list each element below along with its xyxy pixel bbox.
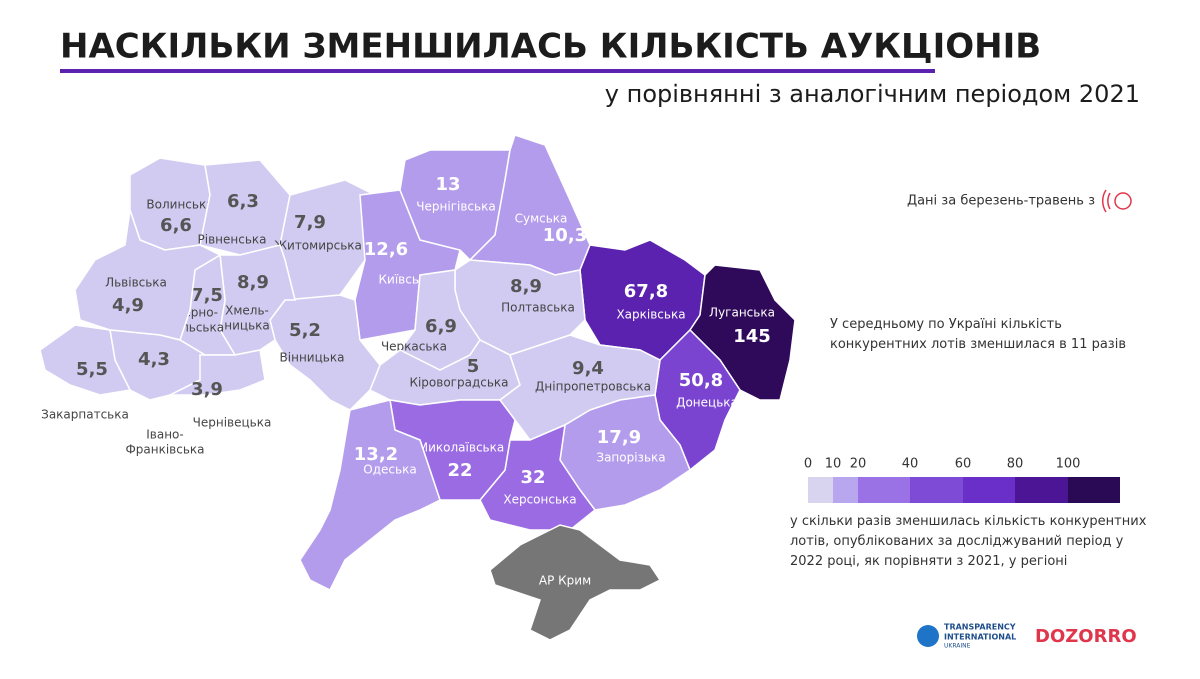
region-name: Сумська xyxy=(515,212,568,226)
title: НАСКІЛЬКИ ЗМЕНШИЛАСЬ КІЛЬКІСТЬ АУКЦІОНІВ xyxy=(60,27,1041,67)
region-value: 4,9 xyxy=(112,295,144,316)
region-value: 3,9 xyxy=(191,379,223,400)
region-name: Харківська xyxy=(616,308,685,322)
note: Дані за березень-травень з xyxy=(907,194,1095,209)
region-value: 13,2 xyxy=(354,444,398,465)
region-value: 7,9 xyxy=(294,212,326,233)
legend-swatch xyxy=(808,477,833,503)
summary: У середньому по Україні кількість конкур… xyxy=(830,317,1126,352)
region-name: Миколаївська xyxy=(418,441,504,455)
ti-logo: TRANSPARENCY INTERNATIONAL UKRAINE xyxy=(917,623,1016,650)
dozorro-logo: DOZORRO xyxy=(1035,626,1137,647)
region-name: Луганська xyxy=(709,306,775,320)
legend-tick: 20 xyxy=(850,457,867,472)
region xyxy=(39,324,132,396)
region-value: 8,9 xyxy=(510,276,542,297)
legend-tick: 60 xyxy=(955,457,972,472)
logo-text: UKRAINE xyxy=(944,643,971,650)
region-name: Чернівецька xyxy=(193,416,272,430)
region-value: 32 xyxy=(520,467,545,488)
region-name: Рівненська xyxy=(198,233,267,247)
region-name: Херсонська xyxy=(503,493,576,507)
crimea xyxy=(489,524,662,641)
logo-text: INTERNATIONAL xyxy=(944,633,1016,642)
region-name: Дніпропетровська xyxy=(535,380,651,394)
legend-tick: 80 xyxy=(1007,457,1024,472)
summary-box: У середньому по Україні кількість конкур… xyxy=(830,317,1126,352)
region-value: 8,9 xyxy=(237,272,269,293)
region-name: Запорізька xyxy=(596,451,665,465)
region-name: ницька xyxy=(224,319,270,333)
legend-swatch xyxy=(963,477,1015,503)
region-name: Житомирська xyxy=(274,239,362,253)
region-value: 67,8 xyxy=(624,281,668,302)
region-name: Франківська xyxy=(125,443,204,457)
region-value: 10,3 xyxy=(543,225,587,246)
region-value: 50,8 xyxy=(679,370,723,391)
region-value: 12,6 xyxy=(364,239,408,260)
region-value: 13 xyxy=(435,174,460,195)
region-value: 5,2 xyxy=(289,320,321,341)
legend-swatch xyxy=(833,477,858,503)
legend: 0 10 20 40 60 80 100 xyxy=(804,457,1120,503)
region-value: 22 xyxy=(447,460,472,481)
region-value: 4,3 xyxy=(138,349,170,370)
legend-swatch xyxy=(858,477,910,503)
region-name: Закарпатська xyxy=(41,408,129,422)
legend-swatch xyxy=(1015,477,1068,503)
legend-description-box: у скільки разів зменшилась кількість кон… xyxy=(790,514,1147,569)
crimea-name: АР Крим xyxy=(539,574,591,588)
region-value: 9,4 xyxy=(572,358,604,379)
legend-tick: 40 xyxy=(902,457,919,472)
subtitle: у порівнянні з аналогічним періодом 2021 xyxy=(605,80,1140,108)
map: Волинська 6,6 Рівненська 6,3 Житомирська 7,9 К… xyxy=(39,134,796,641)
region-name: Волинська xyxy=(146,198,213,212)
region-value: 7,5 xyxy=(191,285,223,306)
region-name: Полтавська xyxy=(501,301,575,315)
region-value: 145 xyxy=(733,326,771,347)
region-name: Вінницька xyxy=(280,351,345,365)
region-name: Івано- xyxy=(146,428,183,442)
logo-text: TRANSPARENCY xyxy=(944,623,1016,632)
region-name: Донецька xyxy=(676,396,738,410)
region xyxy=(169,349,266,396)
legend-swatch xyxy=(910,477,963,503)
legend-tick: 0 xyxy=(804,457,812,472)
region xyxy=(299,399,441,592)
region-value: 6,6 xyxy=(160,215,192,236)
region-value: 5,5 xyxy=(76,359,108,380)
region-value: 6,3 xyxy=(227,191,259,212)
region-name: Чернігівська xyxy=(416,200,495,214)
region-name: Черкаська xyxy=(381,340,447,354)
legend-tick: 10 xyxy=(825,457,842,472)
region-value: 17,9 xyxy=(597,427,641,448)
region-value: 6,9 xyxy=(425,316,457,337)
legend-swatch xyxy=(1068,477,1120,503)
region-value: 5 xyxy=(467,356,480,377)
region-name: Львівська xyxy=(105,276,167,290)
note-icon xyxy=(1102,189,1132,213)
region-name: Одеська xyxy=(363,463,416,477)
legend-tick: 100 xyxy=(1056,457,1081,472)
legend-description: у скільки разів зменшилась кількість кон… xyxy=(790,514,1147,569)
region-name: Кіровоградська xyxy=(409,376,508,390)
region-name: Хмель- xyxy=(225,304,269,318)
